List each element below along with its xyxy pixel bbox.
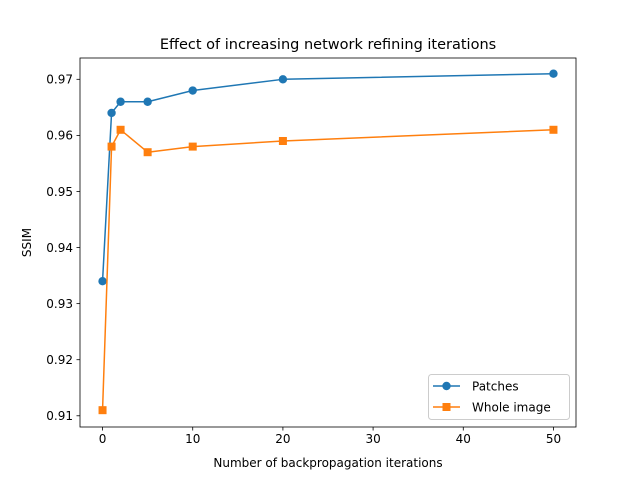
- data-point-whole-image: [143, 148, 152, 157]
- chart-title: Effect of increasing network refining it…: [160, 37, 496, 53]
- x-tick-label: 0: [99, 432, 107, 446]
- x-tick-label: 30: [365, 432, 380, 446]
- data-point-patches: [116, 97, 125, 106]
- x-tick-label: 20: [275, 432, 290, 446]
- data-point-patches: [98, 276, 107, 286]
- legend-label-whole-image: Whole image: [472, 401, 551, 415]
- data-point-patches: [549, 69, 558, 78]
- y-tick-label: 0.95: [46, 185, 73, 199]
- legend-marker-whole-image: [442, 403, 451, 411]
- data-point-patches: [278, 75, 288, 84]
- data-point-whole-image: [98, 406, 107, 415]
- y-tick-label: 0.96: [46, 129, 73, 143]
- legend-entry-whole-image: Whole image: [433, 401, 551, 415]
- series-whole-image: [98, 125, 558, 415]
- y-tick-label: 0.93: [46, 297, 73, 311]
- data-point-whole-image: [549, 125, 558, 134]
- legend: Patches Whole image: [428, 374, 570, 420]
- x-tick-label: 40: [456, 432, 471, 446]
- legend-box: [428, 374, 570, 420]
- y-tick-label: 0.91: [46, 409, 73, 423]
- legend-label-patches: Patches: [472, 380, 519, 394]
- data-point-whole-image: [116, 125, 125, 134]
- x-axis-label: Number of backpropagation iterations: [213, 456, 442, 470]
- data-point-patches: [143, 97, 152, 106]
- y-tick-label: 0.97: [46, 73, 73, 87]
- series-patches: [98, 69, 558, 286]
- x-tick-label: 50: [546, 432, 561, 446]
- legend-marker-patches: [442, 381, 451, 391]
- y-tick-label: 0.94: [46, 241, 73, 255]
- y-axis: 0.91 0.92 0.93 0.94 0.95 0.96 0.97: [46, 73, 80, 423]
- y-tick-label: 0.92: [46, 353, 73, 367]
- legend-entry-patches: Patches: [433, 380, 519, 394]
- plot-area: [98, 69, 558, 415]
- data-point-patches: [107, 108, 116, 118]
- data-point-patches: [188, 86, 197, 95]
- data-point-whole-image: [107, 142, 116, 151]
- axes-frame: [79, 57, 577, 428]
- data-point-whole-image: [278, 136, 287, 145]
- x-axis: 0 10 20 30 40 50: [99, 427, 561, 446]
- data-point-whole-image: [188, 142, 197, 151]
- x-tick-label: 10: [185, 432, 200, 446]
- y-axis-label: SSIM: [20, 228, 34, 257]
